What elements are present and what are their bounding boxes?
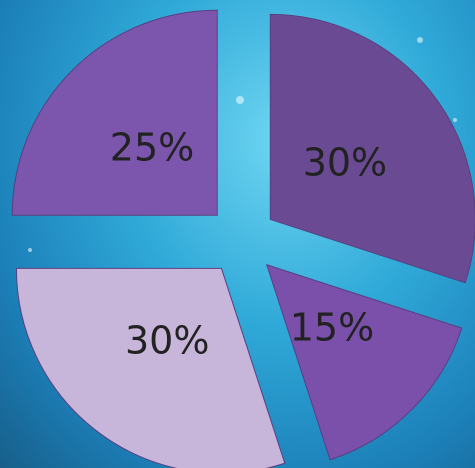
slice-label: 30%	[303, 141, 387, 185]
pie-slice	[265, 263, 463, 461]
pie-slice	[11, 9, 218, 216]
slice-label: 25%	[110, 126, 194, 170]
background-sparkles	[28, 37, 457, 252]
slice-label: 30%	[125, 318, 209, 362]
slice-label: 15%	[290, 305, 374, 349]
pie-slice	[15, 267, 286, 468]
